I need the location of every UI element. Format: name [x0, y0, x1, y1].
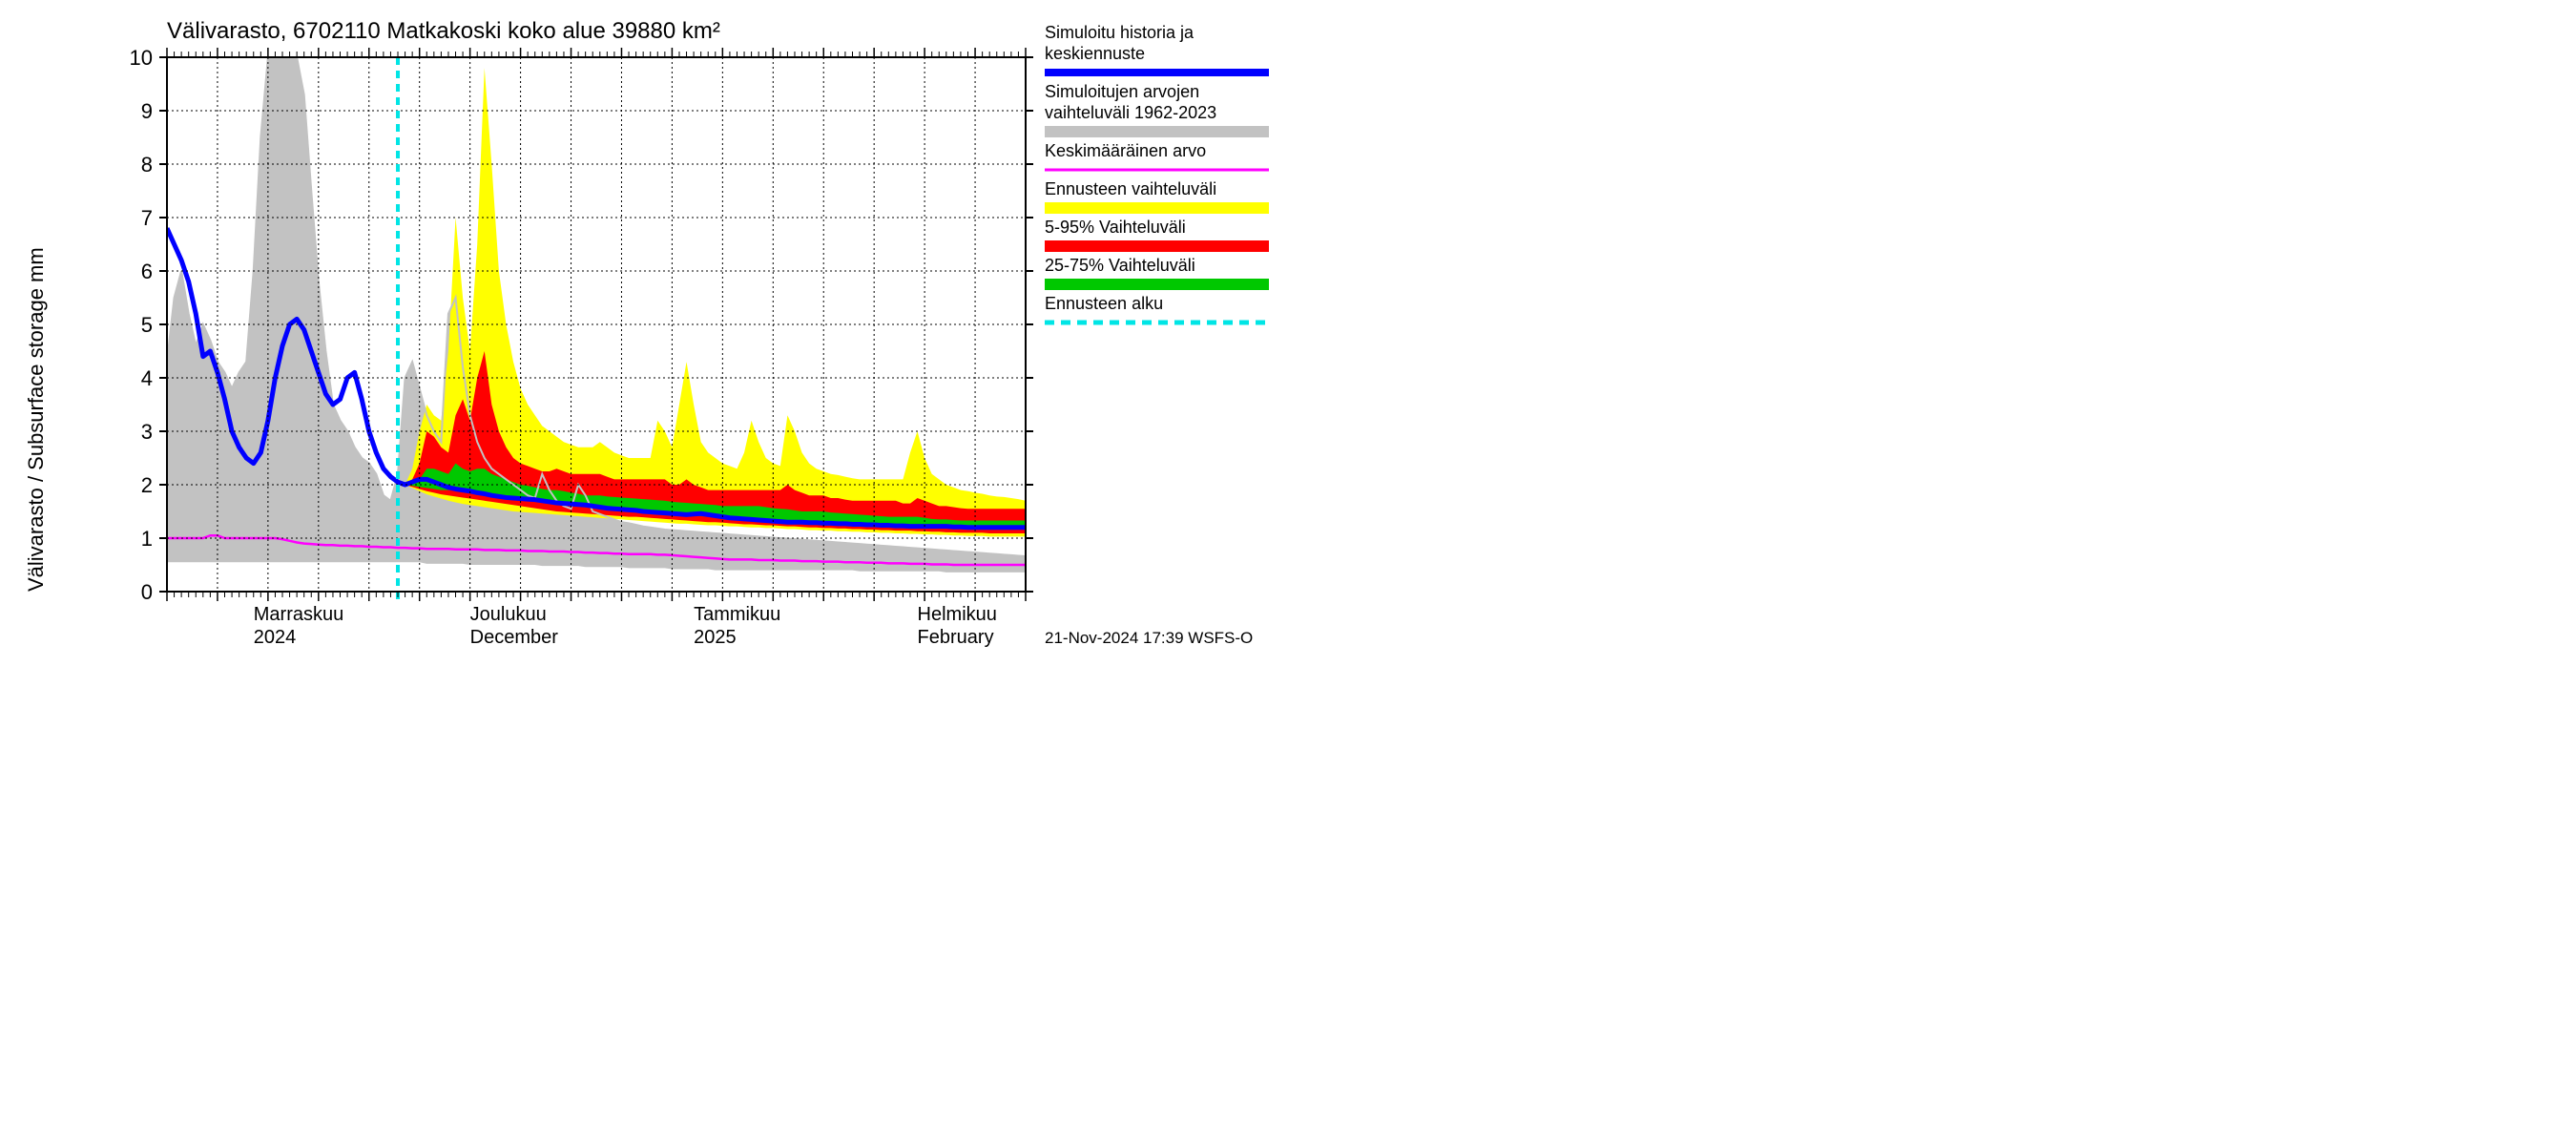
month-label: Joulukuu	[470, 604, 547, 625]
legend-label: Simuloitu historia ja	[1045, 23, 1195, 42]
legend-swatch	[1045, 126, 1269, 137]
legend: Simuloitu historia ja keskiennuste Simuloi…	[1045, 23, 1269, 323]
y-tick-label: 5	[141, 313, 153, 337]
y-tick-label: 3	[141, 420, 153, 444]
legend-label: 25-75% Vaihteluväli	[1045, 256, 1195, 275]
plot-area	[167, 57, 1026, 572]
month-label-2: 2025	[694, 627, 737, 648]
legend-label: keskiennuste	[1045, 44, 1145, 63]
y-axis-label: Välivarasto / Subsurface storage mm	[24, 247, 48, 592]
chart-svg: 0 1 2 3 4 5 6 7 8 9 10 Marraskuu2024 JoulukuuDecembe…	[0, 0, 1431, 668]
y-tick-label: 1	[141, 527, 153, 551]
y-tick-label: 10	[130, 46, 153, 70]
month-label-2: February	[918, 627, 994, 648]
y-tick-label: 4	[141, 366, 153, 390]
y-tick-label: 7	[141, 206, 153, 230]
legend-label: 5-95% Vaihteluväli	[1045, 218, 1186, 237]
y-tick-label: 8	[141, 153, 153, 177]
y-tick-label: 6	[141, 260, 153, 283]
legend-label: Ennusteen vaihteluväli	[1045, 179, 1216, 198]
y-tick-label: 2	[141, 473, 153, 497]
chart-container: 0 1 2 3 4 5 6 7 8 9 10 Marraskuu2024 JoulukuuDecembe…	[0, 0, 1431, 668]
legend-swatch	[1045, 279, 1269, 290]
y-tick-label: 9	[141, 99, 153, 123]
footer-timestamp: 21-Nov-2024 17:39 WSFS-O	[1045, 629, 1253, 647]
legend-swatch	[1045, 240, 1269, 252]
legend-swatch	[1045, 202, 1269, 214]
month-label-2: 2024	[254, 627, 297, 648]
month-label: Tammikuu	[694, 604, 780, 625]
month-label-2: December	[470, 627, 559, 648]
legend-label: Ennusteen alku	[1045, 294, 1163, 313]
legend-label: Simuloitujen arvojen	[1045, 82, 1199, 101]
legend-label: Keskimääräinen arvo	[1045, 141, 1206, 160]
chart-title: Välivarasto, 6702110 Matkakoski koko alu…	[167, 18, 720, 44]
legend-label: vaihteluväli 1962-2023	[1045, 103, 1216, 122]
month-label: Marraskuu	[254, 604, 343, 625]
month-label: Helmikuu	[918, 604, 997, 625]
y-tick-label: 0	[141, 580, 153, 604]
